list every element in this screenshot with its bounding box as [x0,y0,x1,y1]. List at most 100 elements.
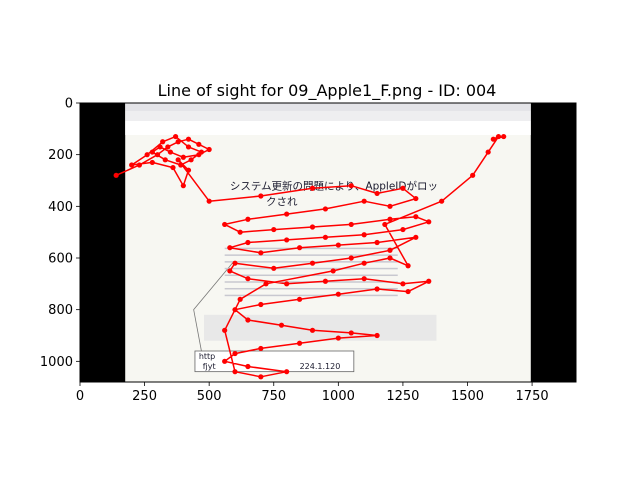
gaze-point [405,263,411,269]
gaze-point [387,247,393,253]
gaze-point [387,255,393,261]
gaze-point [170,164,176,171]
gaze-point [232,350,238,357]
gaze-point [278,322,285,328]
gaze-point [296,296,303,302]
gaze-point [309,327,316,333]
gaze-point [154,152,161,158]
gaze-point [387,216,393,222]
x-tick-label: 1750 [516,389,549,404]
gaze-point [271,226,277,233]
gaze-point [284,237,290,243]
stimulus-text-line [224,287,398,290]
y-axis: 0 200 400 600 800 1000 [40,97,80,370]
gaze-point [322,234,329,240]
gaze-point [348,221,354,228]
gaze-point [263,281,269,287]
gaze-path [113,133,507,380]
gaze-point [245,276,251,282]
y-tick-label: 600 [48,252,73,267]
gaze-point [284,281,290,287]
gaze-point [185,167,192,173]
gaze-point [335,291,341,297]
x-axis: 0 250 500 750 1000 1250 1500 1750 [76,382,549,404]
gaze-point [439,198,445,204]
gaze-point [309,224,316,230]
gaze-point [501,133,507,140]
gaze-point [426,219,432,225]
x-tick-label: 750 [261,389,286,404]
chart-title: Line of sight for 09_Apple1_F.png - ID: … [158,81,497,101]
y-tick-label: 200 [48,148,73,163]
gaze-point [335,242,341,248]
gaze-point [413,214,419,220]
stimulus-text-line [224,254,398,256]
gaze-point [237,296,243,302]
gaze-point [387,203,393,209]
gaze-point [196,141,202,147]
gaze-point [136,162,143,168]
gaze-point [361,276,367,282]
gaze-point [374,190,380,197]
gaze-point [185,144,192,150]
gaze-point [413,234,419,240]
x-tick-label: 250 [132,389,157,404]
gaze-point [296,245,303,251]
gaze-point [309,260,316,266]
gaze-point [258,250,264,256]
gaze-point [245,216,251,222]
gaze-point [245,363,251,370]
gaze-point [175,139,181,145]
gaze-point [245,239,251,246]
gaze-point [232,307,238,313]
gaze-point [322,278,329,284]
stimulus-menubar [125,103,531,111]
x-tick-label: 0 [76,389,84,404]
gaze-point [180,154,186,160]
gaze-point [172,133,179,140]
gaze-point [330,268,336,274]
gaze-point [180,183,186,189]
gaze-point [361,232,367,238]
gaze-point [245,317,251,323]
stimulus-gray-box [204,314,437,341]
gaze-point [227,268,233,274]
gaze-point [284,369,290,375]
stimulus-url-box [194,350,355,373]
gaze-point [361,198,367,204]
y-tick-label: 800 [48,303,73,318]
stimulus-headline-2: クされ [266,196,298,208]
gaze-point [258,193,264,199]
x-tick-label: 500 [197,389,222,404]
stimulus-text-line [224,267,398,270]
gaze-point [157,144,163,150]
gaze-point [144,152,150,158]
gaze-point [185,136,192,142]
gaze-point [348,255,354,261]
x-tick-label: 1250 [386,389,419,404]
gaze-point [348,183,354,189]
gaze-point [400,281,406,287]
gaze-point [237,229,243,235]
x-tick-label: 1000 [322,389,355,404]
gaze-point [165,144,171,150]
gaze-point [284,211,290,217]
gaze-point [162,157,168,163]
stimulus-url-text-3: 224.1.120 [300,362,341,371]
gaze-point [470,172,476,178]
gaze-point [400,226,406,233]
gaze-point [426,278,432,284]
stimulus-url-text-1: http [199,352,215,361]
gaze-point [206,146,212,153]
gaze-point [400,185,406,191]
gaze-point [113,172,119,178]
gaze-point [222,327,228,333]
gaze-point [296,340,303,346]
gaze-point [258,345,264,352]
y-tick-label: 400 [48,200,73,215]
gaze-point [361,260,367,266]
gaze-point [485,149,491,155]
gaze-point [309,185,316,191]
stimulus-header [125,121,531,135]
